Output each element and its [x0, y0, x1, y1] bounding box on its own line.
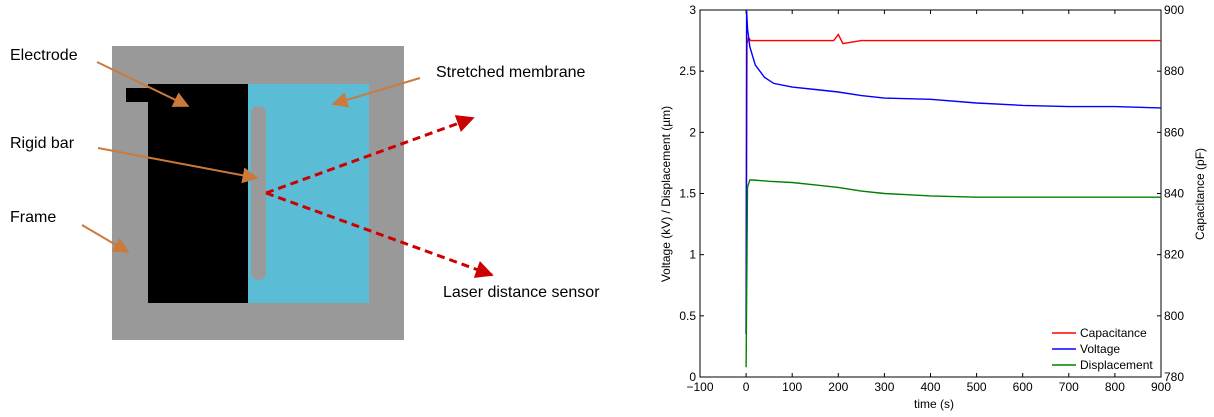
y-right-tick-label: 900 — [1164, 3, 1184, 17]
legend-label-displacement: Displacement — [1080, 358, 1153, 372]
y-right-tick-label: 860 — [1164, 125, 1184, 139]
legend-label-voltage: Voltage — [1080, 342, 1120, 356]
x-tick-label: 300 — [874, 380, 894, 394]
electrode-pointer — [96, 61, 190, 107]
time-series-chart: −100 0 100 200 300 400 500 600 700 800 90000.511.5… — [659, 3, 1207, 411]
plot-frame — [699, 9, 1162, 378]
axes-layer: −100 0 100 200 300 400 500 600 700 800 90000.511.5… — [679, 3, 1184, 394]
laser-beam-out — [265, 115, 475, 195]
y-right-tick-label: 880 — [1164, 64, 1184, 78]
electrode — [148, 84, 248, 303]
membrane-pointer — [331, 77, 421, 108]
legend-label-capacitance: Capacitance — [1080, 326, 1147, 340]
rigid-bar — [251, 106, 266, 280]
y-tick-label: 1 — [689, 248, 696, 262]
x-tick-label: 200 — [828, 380, 848, 394]
laser-beam-in — [265, 191, 494, 278]
series-layer — [745, 9, 1162, 368]
x-tick-label: 400 — [920, 380, 940, 394]
series-line-capacitance — [745, 33, 1161, 335]
x-tick-label: 700 — [1059, 380, 1079, 394]
membrane-schematic: Electrode Stretched membrane Rigid bar F… — [10, 46, 600, 340]
y-tick-label: 0 — [689, 370, 696, 384]
x-tick-label: 0 — [743, 380, 750, 394]
y-tick-label: 2 — [689, 125, 696, 139]
y-right-tick-label: 820 — [1164, 248, 1184, 262]
y-right-tick-label: 800 — [1164, 309, 1184, 323]
x-tick-label: 900 — [1151, 380, 1171, 394]
x-tick-label: 500 — [967, 380, 987, 394]
frame-label: Frame — [10, 209, 56, 226]
series-line-voltage — [745, 9, 1162, 335]
y-axis-label-right: Capacitance (pF) — [1193, 148, 1207, 240]
y-tick-label: 1.5 — [679, 187, 696, 201]
y-right-tick-label: 780 — [1164, 370, 1184, 384]
x-tick-label: 600 — [1013, 380, 1033, 394]
rigid-bar-label: Rigid bar — [10, 135, 75, 152]
series-line-displacement — [745, 179, 1161, 368]
bar-pointer — [97, 147, 259, 184]
x-tick-label: −100 — [686, 380, 713, 394]
x-tick-label: 800 — [1105, 380, 1125, 394]
electrode-tab — [126, 88, 156, 102]
x-tick-label: 100 — [782, 380, 802, 394]
y-tick-label: 2.5 — [679, 64, 696, 78]
x-axis-label: time (s) — [914, 397, 954, 411]
y-tick-label: 0.5 — [679, 309, 696, 323]
frame-pointer — [81, 224, 130, 253]
y-tick-label: 3 — [689, 3, 696, 17]
legend: Capacitance Voltage Displacement — [1052, 326, 1153, 372]
y-axis-label-left: Voltage (kV) / Displacement (µm) — [659, 106, 673, 282]
membrane-label: Stretched membrane — [436, 64, 586, 81]
y-right-tick-label: 840 — [1164, 187, 1184, 201]
laser-sensor-label: Laser distance sensor — [443, 284, 600, 301]
electrode-label: Electrode — [10, 47, 78, 64]
